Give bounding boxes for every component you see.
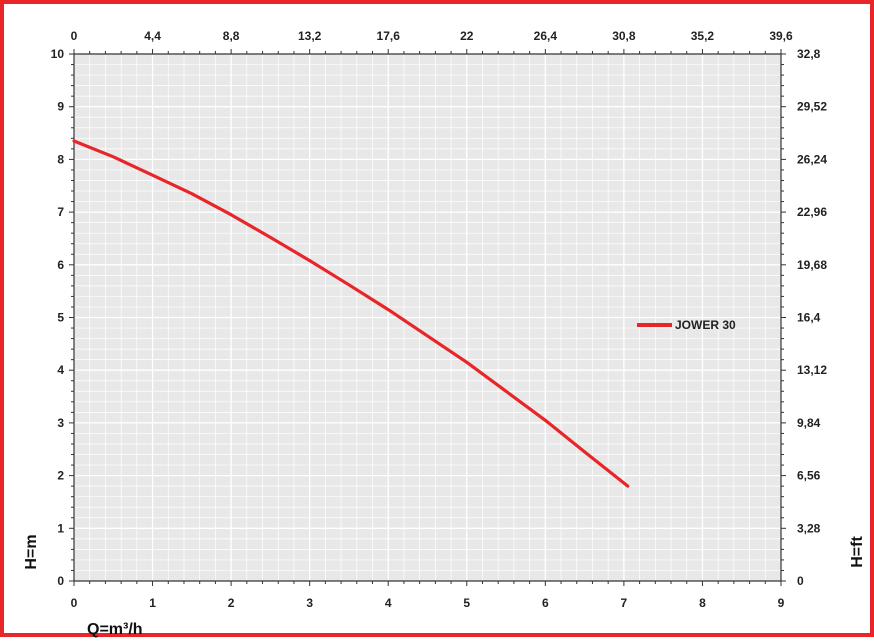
x-tick-label: 5 bbox=[463, 596, 470, 610]
x-tick-label: 0 bbox=[71, 596, 78, 610]
right-tick-label: 29,52 bbox=[797, 100, 827, 114]
right-tick-label: 13,12 bbox=[797, 363, 827, 377]
x-tick-label: 2 bbox=[228, 596, 235, 610]
top-tick-label: 17,6 bbox=[377, 29, 401, 43]
top-tick-label: 39,6 bbox=[769, 29, 793, 43]
right-tick-label: 16,4 bbox=[797, 311, 821, 325]
y-tick-label: 7 bbox=[57, 205, 64, 219]
x-tick-label: 3 bbox=[306, 596, 313, 610]
x-tick-label: 9 bbox=[778, 596, 785, 610]
y-tick-label: 1 bbox=[57, 521, 64, 535]
y-tick-label: 10 bbox=[51, 47, 65, 61]
top-tick-label: 22 bbox=[460, 29, 474, 43]
right-tick-label: 0 bbox=[797, 574, 804, 588]
top-tick-label: 30,8 bbox=[612, 29, 636, 43]
right-tick-label: 6,56 bbox=[797, 469, 821, 483]
x-tick-label: 1 bbox=[149, 596, 156, 610]
top-tick-label: 35,2 bbox=[691, 29, 715, 43]
top-tick-label: 8,8 bbox=[223, 29, 240, 43]
series-line-jower-30 bbox=[72, 139, 630, 488]
top-tick-label: 13,2 bbox=[298, 29, 322, 43]
top-tick-label: 4,4 bbox=[144, 29, 161, 43]
y-axis-title: H=m bbox=[23, 534, 40, 569]
right-tick-label: 9,84 bbox=[797, 416, 821, 430]
y-tick-label: 0 bbox=[57, 574, 64, 588]
top-tick-label: 0 bbox=[71, 29, 78, 43]
y-tick-label: 3 bbox=[57, 416, 64, 430]
x-tick-label: 7 bbox=[621, 596, 628, 610]
right-tick-label: 26,24 bbox=[797, 152, 827, 166]
y-tick-label: 2 bbox=[57, 469, 64, 483]
y-tick-label: 8 bbox=[57, 152, 64, 166]
x-tick-label: 4 bbox=[385, 596, 392, 610]
y2-axis-title: H=ft bbox=[849, 536, 866, 568]
y-tick-label: 6 bbox=[57, 258, 64, 272]
x-axis-title: Q=m³/h bbox=[87, 621, 143, 638]
right-tick-label: 32,8 bbox=[797, 47, 821, 61]
y-tick-label: 4 bbox=[57, 363, 64, 377]
x-tick-label: 8 bbox=[699, 596, 706, 610]
right-tick-label: 3,28 bbox=[797, 521, 821, 535]
top-tick-label: 26,4 bbox=[534, 29, 558, 43]
legend-label: JOWER 30 bbox=[675, 318, 736, 332]
right-tick-label: 19,68 bbox=[797, 258, 827, 272]
y-tick-label: 5 bbox=[57, 311, 64, 325]
x-tick-label: 6 bbox=[542, 596, 549, 610]
pump-curve-chart: 0 1 2 3 4 5 6 7 8 90 4,4 8,8 13,2 17,6 22 26,4 30,8 35,2 3… bbox=[23, 29, 866, 638]
y-tick-label: 9 bbox=[57, 100, 64, 114]
right-tick-label: 22,96 bbox=[797, 205, 827, 219]
